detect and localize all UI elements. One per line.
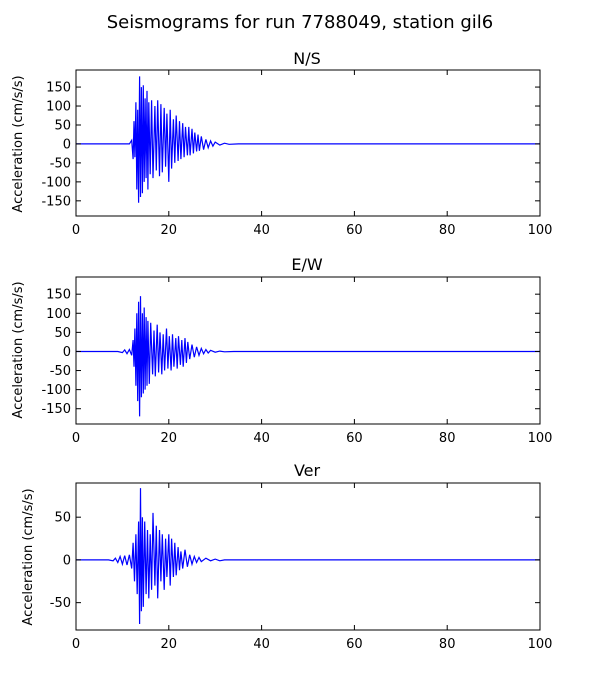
panel-ns-ytick-label: 150	[46, 81, 71, 96]
panel-ew-xtick-label: 80	[439, 431, 456, 446]
panel-ns-xtick-label: 0	[72, 223, 80, 238]
panel-ew-ytick-label: 150	[46, 288, 71, 303]
panel-ew-ytick-label: -150	[41, 402, 71, 417]
panel-ver-plot: 0 20 40 60 80 100 -50 0 50	[50, 482, 553, 652]
panel-ver-ytick-label: 0	[63, 553, 71, 568]
panel-ns-ytick-label: -100	[41, 175, 71, 190]
panel-ns-ylabel: Acceleration (cm/s/s)	[11, 75, 26, 212]
panel-ew-xtick-label: 100	[528, 431, 553, 446]
panel-ver-title: Ver	[294, 461, 321, 480]
panel-ns-axes-frame	[75, 69, 541, 217]
panel-ew-ytick-label: -50	[50, 364, 71, 379]
panel-ns-xtick-label: 60	[346, 223, 363, 238]
panel-ver-xtick-label: 100	[528, 637, 553, 652]
panel-ew-xtick-label: 20	[161, 431, 178, 446]
panel-ns-title: N/S	[293, 49, 321, 68]
panel-ns-ytick-label: -150	[41, 194, 71, 209]
panel-ns-plot: 0 20 40 60 80 100 -150 -100 -50 0 50 100 150	[41, 69, 553, 238]
panel-ver-xtick-label: 60	[346, 637, 363, 652]
panel-ver-xtick-label: 80	[439, 637, 456, 652]
panel-ew-ytick-label: 50	[54, 326, 71, 341]
panel-ver-series-line	[76, 488, 540, 625]
panel-ns-ytick-label: 100	[46, 100, 71, 115]
panel-ew-xtick-label: 60	[346, 431, 363, 446]
panel-ver-axes-frame	[75, 482, 541, 631]
panel-ew-axes-frame	[75, 276, 541, 425]
panel-ns-ytick-label: 50	[54, 118, 71, 133]
panel-ns: N/S Acceleration (cm/s/s) 0 20 40 60 80 100 -1…	[11, 49, 552, 238]
panel-ver-xtick-label: 40	[253, 637, 270, 652]
panel-ns-series-line	[76, 76, 540, 203]
panel-ver-ytick-label: -50	[50, 596, 71, 611]
panel-ns-xtick-label: 80	[439, 223, 456, 238]
panel-ew-ylabel: Acceleration (cm/s/s)	[11, 281, 26, 418]
panel-ew-xtick-label: 0	[72, 431, 80, 446]
panel-ver-ylabel: Acceleration (cm/s/s)	[21, 488, 36, 625]
panel-ver: Ver Acceleration (cm/s/s) 0 20 40 60 80 100 -5…	[21, 461, 552, 652]
panel-ver-ytick-label: 50	[54, 511, 71, 526]
panel-ew-ytick-label: 100	[46, 307, 71, 322]
panel-ew-ytick-label: 0	[63, 345, 71, 360]
panel-ew-title: E/W	[291, 255, 323, 274]
panel-ver-xtick-label: 0	[72, 637, 80, 652]
panel-ew-xtick-label: 40	[253, 431, 270, 446]
panel-ver-xtick-label: 20	[161, 637, 178, 652]
panel-ew-plot: 0 20 40 60 80 100 -150 -100 -50 0 50 100 150	[41, 276, 553, 446]
panel-ns-ytick-label: 0	[63, 137, 71, 152]
panel-ew-series-line	[76, 296, 540, 417]
panel-ns-xtick-label: 20	[161, 223, 178, 238]
panel-ew-ytick-label: -100	[41, 383, 71, 398]
panel-ns-xtick-label: 100	[528, 223, 553, 238]
figure-title: Seismograms for run 7788049, station gil…	[107, 12, 493, 33]
panel-ns-xtick-label: 40	[253, 223, 270, 238]
panel-ns-ytick-label: -50	[50, 156, 71, 171]
panel-ew: E/W Acceleration (cm/s/s) 0 20 40 60 80 100 -1…	[11, 255, 552, 446]
